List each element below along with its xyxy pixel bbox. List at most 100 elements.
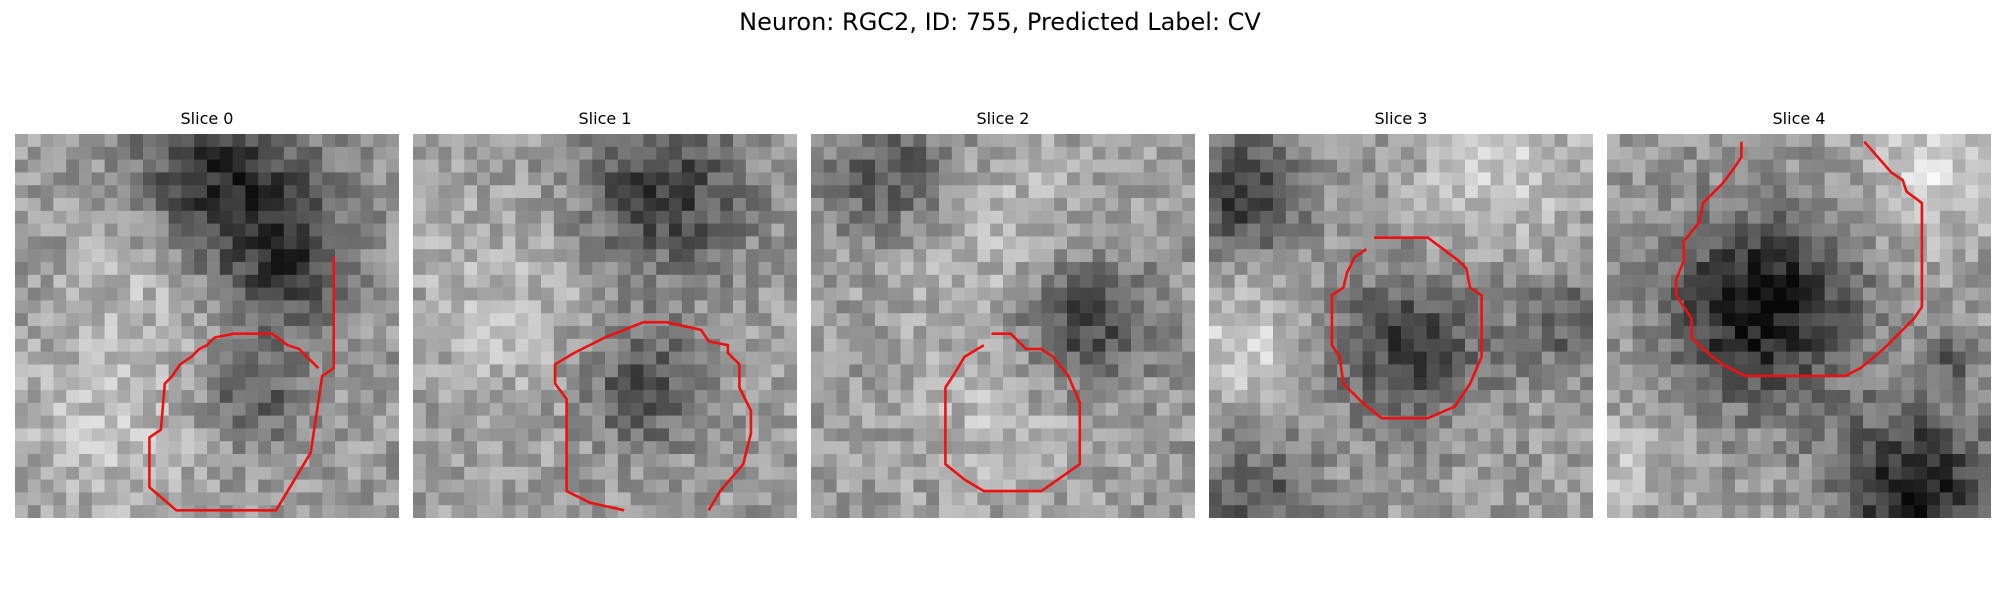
image-pixel: [758, 326, 772, 340]
image-pixel: [1529, 210, 1543, 224]
image-pixel: [681, 402, 695, 416]
image-pixel: [1580, 210, 1593, 224]
image-pixel: [1541, 377, 1555, 391]
image-pixel: [104, 326, 118, 340]
image-pixel: [464, 313, 478, 327]
image-pixel: [1067, 236, 1081, 250]
image-pixel: [1773, 364, 1787, 378]
image-pixel: [373, 428, 387, 442]
image-pixel: [1671, 505, 1685, 518]
image-pixel: [1939, 428, 1953, 442]
image-pixel: [283, 505, 297, 518]
image-pixel: [373, 300, 387, 314]
image-pixel: [1465, 441, 1479, 455]
image-pixel: [1298, 210, 1312, 224]
image-pixel: [1863, 210, 1877, 224]
image-pixel: [245, 134, 259, 148]
image-pixel: [1901, 274, 1915, 288]
image-pixel: [630, 466, 644, 480]
image-pixel: [1619, 223, 1633, 237]
image-pixel: [1747, 364, 1761, 378]
image-pixel: [1156, 402, 1170, 416]
image-pixel: [1388, 454, 1402, 468]
image-pixel: [964, 185, 978, 199]
image-pixel: [1978, 210, 1991, 224]
image-pixel: [1529, 300, 1543, 314]
image-pixel: [194, 454, 208, 468]
image-pixel: [656, 505, 670, 518]
image-pixel: [553, 428, 567, 442]
image-pixel: [283, 415, 297, 429]
image-pixel: [926, 134, 940, 148]
image-pixel: [413, 415, 427, 429]
image-pixel: [1978, 454, 1991, 468]
image-pixel: [1439, 172, 1453, 186]
image-pixel: [386, 185, 399, 199]
image-pixel: [1709, 338, 1723, 352]
image-pixel: [1875, 402, 1889, 416]
image-pixel: [283, 262, 297, 276]
image-pixel: [1054, 236, 1068, 250]
image-pixel: [15, 479, 29, 493]
image-pixel: [194, 185, 208, 199]
image-pixel: [1439, 326, 1453, 340]
image-pixel: [1799, 454, 1813, 468]
image-pixel: [1541, 159, 1555, 173]
image-pixel: [836, 198, 850, 212]
image-pixel: [1735, 326, 1749, 340]
image-pixel: [438, 377, 452, 391]
image-pixel: [1541, 338, 1555, 352]
image-pixel: [143, 402, 157, 416]
image-pixel: [245, 185, 259, 199]
image-pixel: [1811, 505, 1825, 518]
image-pixel: [592, 505, 606, 518]
image-pixel: [1607, 351, 1621, 365]
image-pixel: [707, 210, 721, 224]
image-pixel: [758, 210, 772, 224]
image-pixel: [27, 313, 41, 327]
image-pixel: [502, 454, 516, 468]
image-pixel: [1850, 351, 1864, 365]
image-pixel: [1541, 466, 1555, 480]
image-pixel: [1298, 274, 1312, 288]
image-pixel: [1143, 300, 1157, 314]
image-pixel: [1169, 351, 1183, 365]
image-pixel: [862, 415, 876, 429]
image-pixel: [823, 249, 837, 263]
image-pixel: [1747, 505, 1761, 518]
image-pixel: [541, 185, 555, 199]
image-pixel: [1388, 185, 1402, 199]
image-pixel: [271, 287, 285, 301]
image-pixel: [1221, 210, 1235, 224]
image-pixel: [1156, 326, 1170, 340]
image-pixel: [373, 338, 387, 352]
image-pixel: [155, 326, 169, 340]
image-pixel: [1927, 134, 1941, 148]
image-pixel: [1209, 390, 1223, 404]
image-pixel: [1426, 185, 1440, 199]
image-pixel: [1580, 146, 1593, 160]
image-pixel: [1965, 313, 1979, 327]
image-pixel: [15, 146, 29, 160]
image-pixel: [168, 300, 182, 314]
image-pixel: [1375, 185, 1389, 199]
image-pixel: [515, 364, 529, 378]
image-pixel: [1799, 377, 1813, 391]
image-pixel: [360, 185, 374, 199]
image-pixel: [541, 415, 555, 429]
image-pixel: [335, 479, 349, 493]
image-pixel: [1401, 338, 1415, 352]
image-pixel: [771, 262, 785, 276]
image-pixel: [528, 262, 542, 276]
image-pixel: [79, 454, 93, 468]
image-pixel: [1131, 274, 1145, 288]
image-pixel: [489, 351, 503, 365]
image-pixel: [1773, 300, 1787, 314]
image-pixel: [1221, 441, 1235, 455]
image-pixel: [541, 198, 555, 212]
image-pixel: [1273, 300, 1287, 314]
image-pixel: [283, 287, 297, 301]
image-pixel: [232, 338, 246, 352]
image-pixel: [1209, 466, 1223, 480]
image-pixel: [681, 274, 695, 288]
